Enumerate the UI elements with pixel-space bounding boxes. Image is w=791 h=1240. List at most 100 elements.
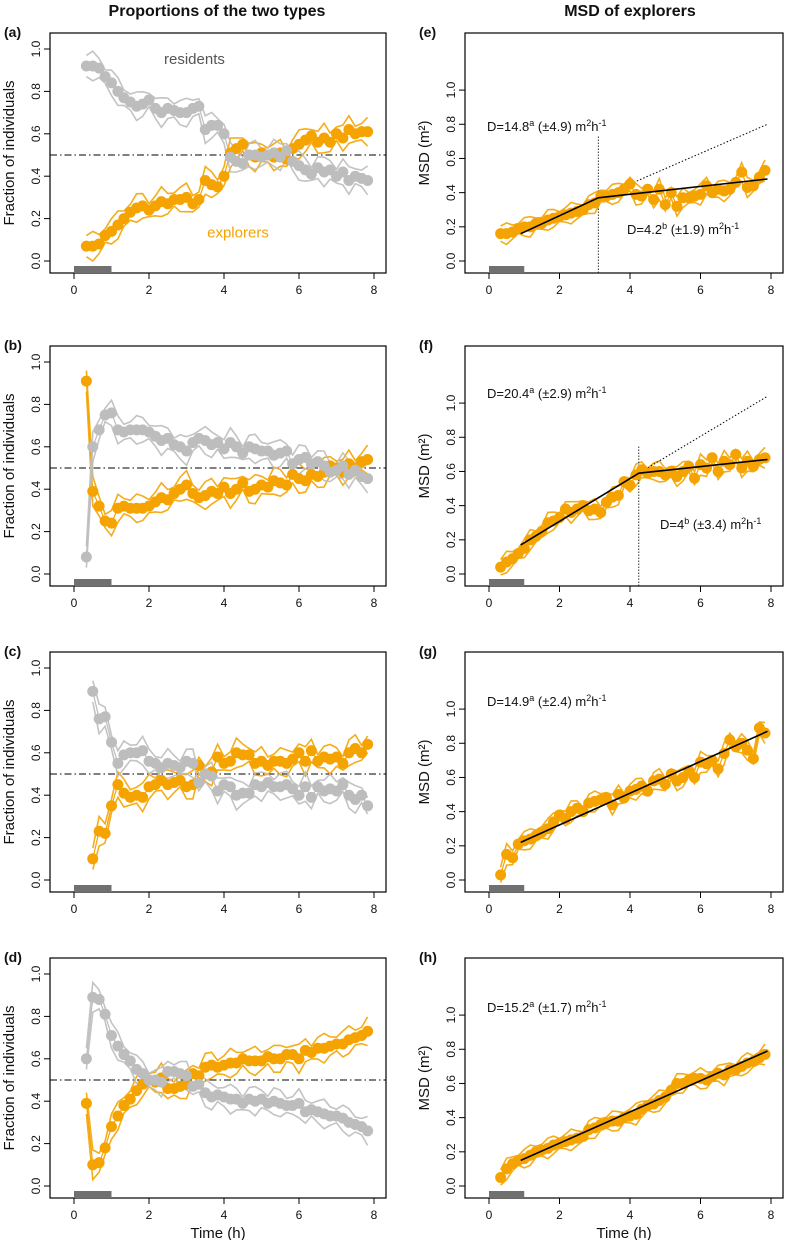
x-tick-label: 0 — [486, 596, 493, 610]
residents-label: residents — [164, 51, 225, 68]
explorers-point — [87, 853, 99, 865]
explorers-point — [305, 745, 317, 757]
explorers-point — [495, 1171, 507, 1183]
y-tick-label: 1.0 — [444, 394, 458, 411]
x-tick-label: 8 — [371, 1208, 378, 1222]
x-tick-label: 6 — [697, 1208, 704, 1222]
explorers-point — [712, 465, 724, 477]
residents-point — [362, 174, 374, 186]
fit-line — [520, 458, 768, 546]
explorers-point — [299, 755, 311, 767]
x-axis-label: Time (h) — [596, 1225, 651, 1240]
explorers-ci-upper — [499, 1043, 766, 1171]
fit-extension-line — [638, 395, 768, 474]
residents-point — [193, 1078, 205, 1090]
y-tick-label: 0.0 — [444, 871, 458, 888]
explorers-point — [356, 747, 368, 759]
residents-point — [281, 145, 293, 157]
x-tick-label: 8 — [768, 902, 775, 916]
superscript: -1 — [598, 118, 606, 128]
explorers-point — [112, 1110, 124, 1122]
y-axis-label: MSD (m²) — [416, 121, 433, 186]
explorers-point — [700, 462, 712, 474]
explorers-point — [718, 748, 730, 760]
x-tick-label: 0 — [71, 1208, 78, 1222]
y-axis-label: MSD (m²) — [416, 1046, 433, 1111]
explorers-point — [181, 479, 192, 491]
explorers-point — [689, 472, 701, 484]
residents-point — [305, 791, 317, 803]
explorers-ci-upper — [85, 1016, 369, 1155]
explorers-point — [80, 1097, 92, 1109]
x-tick-label: 4 — [627, 902, 634, 916]
y-tick-label: 0.8 — [444, 116, 458, 133]
x-tick-label: 8 — [768, 283, 775, 297]
y-tick-label: 0.8 — [444, 1041, 458, 1058]
y-tick-label: 0.8 — [29, 702, 43, 719]
x-tick-label: 4 — [627, 283, 634, 297]
y-tick-label: 1.0 — [29, 353, 43, 370]
explorers-point — [689, 771, 701, 783]
superscript: b — [662, 221, 667, 231]
plot-frame — [49, 957, 387, 1199]
y-tick-label: 0.0 — [444, 565, 458, 582]
x-tick-label: 4 — [221, 596, 228, 610]
superscript: 2 — [586, 385, 591, 395]
panel-d: (d) Fraction of individuals 0.0 0.2 0.4 0.6 0.… — [1, 949, 387, 1240]
explorers-ci-lower — [85, 391, 369, 538]
x-tick-label: 0 — [486, 902, 493, 916]
explorers-point — [683, 460, 695, 472]
explorers-point — [124, 1093, 136, 1105]
y-tick-label: 0.2 — [29, 210, 43, 227]
residents-point — [112, 757, 124, 769]
residents-point — [224, 781, 236, 793]
explorers-point — [659, 778, 671, 790]
stimulus-period-bar — [74, 266, 112, 273]
x-tick-label: 4 — [627, 596, 634, 610]
residents-point — [106, 1029, 117, 1041]
y-tick-label: 0.0 — [444, 252, 458, 269]
explorers-point — [612, 489, 624, 501]
y-tick-label: 0.2 — [444, 837, 458, 854]
superscript: -1 — [731, 221, 739, 231]
explorers-point — [137, 791, 149, 803]
annotation-part: (±4.9) m — [534, 119, 586, 134]
x-tick-label: 8 — [371, 596, 378, 610]
x-tick-label: 6 — [697, 596, 704, 610]
x-tick-label: 8 — [768, 596, 775, 610]
y-tick-label: 0.6 — [444, 769, 458, 786]
y-tick-label: 1.0 — [444, 1006, 458, 1023]
y-tick-label: 0.6 — [29, 1050, 43, 1067]
x-tick-label: 6 — [296, 902, 303, 916]
y-tick-label: 0.8 — [444, 735, 458, 752]
y-tick-label: 0.6 — [444, 463, 458, 480]
residents-point — [106, 77, 117, 89]
annotation-part: (±2.9) m — [534, 386, 586, 401]
annotation-part: h — [724, 222, 731, 237]
explorers-point — [106, 1121, 117, 1133]
fit-extension-line — [598, 123, 768, 199]
annotation-part: h — [591, 1000, 598, 1015]
panel-label: (f) — [419, 337, 433, 353]
residents-point — [293, 1097, 305, 1109]
residents-point — [155, 1076, 167, 1088]
explorers-ci-lower — [500, 1062, 766, 1186]
explorers-point — [362, 1025, 374, 1037]
x-tick-label: 0 — [486, 283, 493, 297]
x-tick-label: 6 — [296, 1208, 303, 1222]
panel-label: (b) — [4, 337, 22, 353]
x-tick-label: 8 — [371, 283, 378, 297]
residents-point — [293, 789, 305, 801]
explorers-point — [653, 183, 665, 195]
y-tick-label: 0.2 — [29, 1135, 43, 1152]
explorers-point — [218, 170, 230, 182]
explorers-point — [243, 749, 255, 761]
explorers-point — [337, 757, 349, 769]
x-tick-label: 2 — [556, 596, 563, 610]
panel-g: (g) MSD (m²) 0.0 0.2 0.4 0.6 0.8 1.0 0 2 4 6 8 D=14.9… — [416, 643, 784, 916]
y-tick-label: 0.0 — [444, 1177, 458, 1194]
annotation-part: h — [591, 694, 598, 709]
fit-line — [520, 1050, 768, 1162]
annotation-part: D=14.8 — [487, 119, 529, 134]
